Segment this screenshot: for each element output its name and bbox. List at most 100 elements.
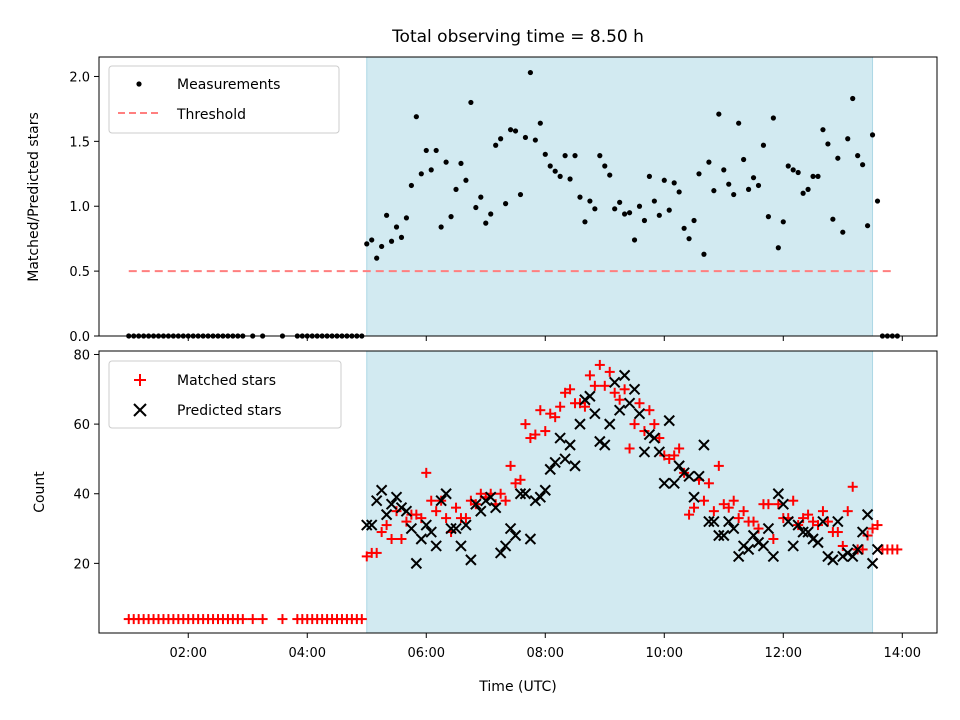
matched-star-point [733, 513, 744, 524]
y-tick-label: 0.0 [69, 330, 90, 345]
y-tick-label: 1.0 [69, 200, 90, 215]
x-tick-label: 04:00 [289, 646, 326, 661]
predicted-star-point [822, 550, 834, 563]
matched-star-point [371, 547, 382, 558]
predicted-star-point [470, 498, 482, 510]
matched-star-point [609, 387, 620, 398]
predicted-star-point [703, 515, 715, 528]
measurement-point [716, 111, 722, 117]
predicted-star-point [678, 467, 690, 479]
measurement-point [646, 173, 653, 179]
measurement-point [780, 219, 786, 225]
measurement-point [577, 194, 583, 200]
matched-star-point [460, 513, 471, 524]
measurement-point [750, 175, 757, 181]
matched-star-point [629, 419, 640, 430]
matched-star-point [803, 509, 814, 520]
matched-star-point [386, 534, 397, 544]
matched-star-point [579, 401, 590, 412]
legend-threshold-label: Threshold [176, 107, 246, 123]
bottom-legend: Matched stars Predicted stars [108, 360, 342, 429]
matched-star-point [649, 419, 660, 430]
measurement-point [463, 177, 469, 183]
predicted-star-point [569, 460, 581, 472]
matched-star-point [550, 412, 561, 423]
measurement-point [860, 162, 866, 168]
predicted-star-point [400, 505, 413, 517]
predicted-star-point [420, 519, 432, 531]
measurement-point [622, 211, 628, 217]
measurement-point [567, 176, 573, 182]
measurement-point [602, 163, 608, 169]
predicted-star-point [529, 494, 542, 507]
predicted-star-point [589, 407, 601, 420]
matched-star-point [515, 474, 526, 485]
predicted-star-point [519, 488, 532, 500]
predicted-star-point [539, 484, 551, 496]
measurement-point [552, 168, 558, 174]
predicted-star-point [718, 529, 730, 542]
measurement-point [413, 114, 419, 120]
measurement-point [800, 190, 806, 196]
predicted-star-point [812, 536, 824, 549]
measurement-point [527, 69, 533, 76]
predicted-star-point [846, 550, 859, 563]
matched-star-point [431, 506, 442, 517]
predicted-star-point [643, 428, 656, 441]
bottom-x-axis-label: Time (UTC) [478, 679, 556, 695]
predicted-star-point [579, 394, 591, 406]
measurement-point [443, 159, 449, 165]
predicted-star-point [494, 547, 507, 559]
predicted-star-point [742, 543, 755, 556]
measurement-point [850, 95, 856, 102]
predicted-star-point [415, 533, 428, 545]
predicted-star-point [817, 515, 829, 528]
legend-matched-marker [134, 374, 146, 386]
matched-star-point [247, 614, 258, 625]
matched-star-point [773, 499, 784, 510]
predicted-star-point [370, 494, 383, 507]
predicted-star-point [465, 554, 477, 566]
measurement-point [845, 136, 851, 142]
matched-star-point [768, 534, 779, 544]
measurement-point [835, 155, 841, 161]
measurement-point [765, 214, 772, 220]
predicted-star-point [390, 491, 403, 503]
measurement-point [522, 134, 529, 141]
measurement-point [428, 167, 434, 173]
measurement-point [790, 167, 796, 173]
bottom-legend-box [108, 360, 342, 429]
predicted-star-point [727, 522, 740, 535]
predicted-star-point [802, 526, 814, 538]
predicted-star-point [663, 414, 675, 427]
predicted-star-point [757, 540, 770, 552]
measurement-point [562, 153, 568, 159]
predicted-star-point [832, 515, 844, 528]
predicted-star-point [405, 522, 418, 535]
predicted-star-point [485, 491, 497, 503]
matched-star-point [892, 544, 903, 555]
measurement-point [493, 142, 499, 148]
predicted-star-point [514, 488, 527, 500]
predicted-star-point [723, 515, 735, 528]
measurement-point [507, 127, 514, 133]
measurement-point [651, 198, 657, 204]
measurement-point [398, 234, 405, 240]
observing-window-rect [366, 56, 874, 337]
predicted-star-point [732, 550, 745, 563]
measurement-point [532, 137, 538, 143]
measurement-point [726, 181, 732, 187]
predicted-star-point [366, 519, 378, 531]
measurement-point [537, 120, 543, 126]
matched-star-point [565, 384, 576, 395]
y-tick-label: 40 [73, 488, 90, 503]
measurement-point [503, 201, 509, 207]
measurement-point [691, 217, 697, 224]
predicted-star-point [866, 557, 879, 570]
predicted-star-point [594, 435, 606, 448]
predicted-star-point [851, 543, 864, 556]
predicted-star-point [782, 515, 794, 528]
matched-star-point [698, 495, 709, 506]
predicted-star-point [534, 491, 547, 503]
measurement-point [770, 115, 776, 121]
